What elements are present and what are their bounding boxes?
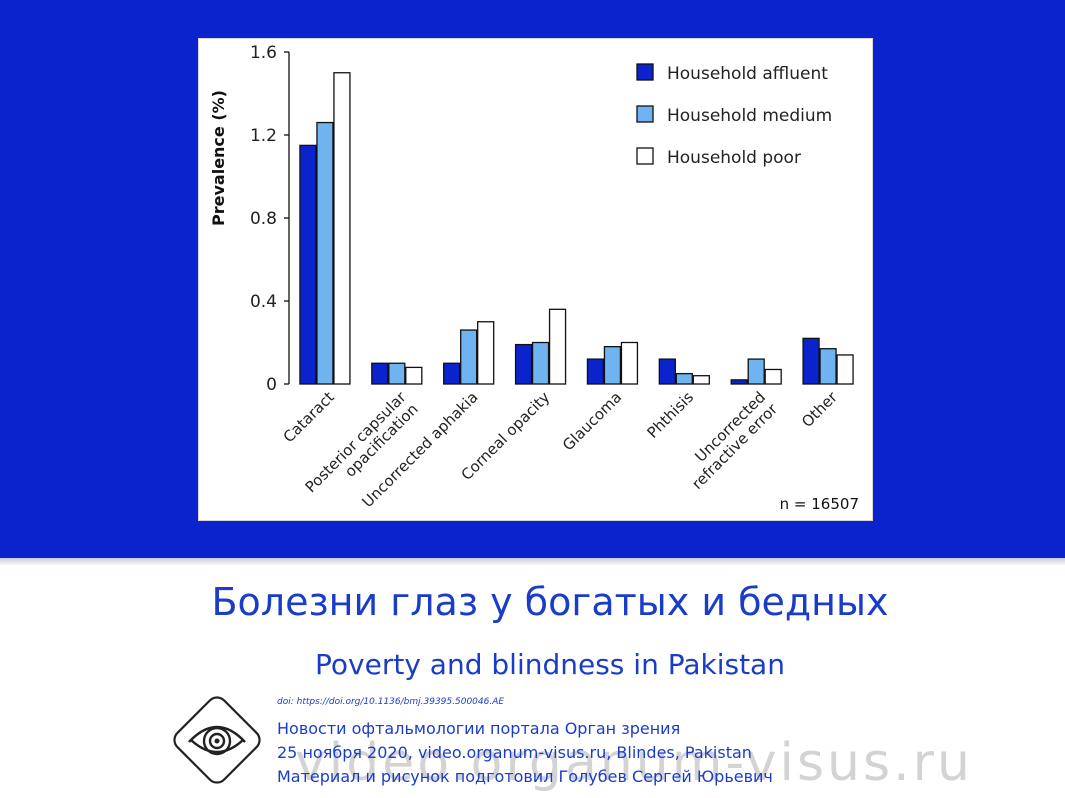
- bar: [460, 329, 478, 385]
- legend-swatch: [636, 147, 654, 165]
- x-tick-label-line: Other: [798, 388, 841, 431]
- bar: [747, 358, 765, 385]
- bar: [730, 379, 748, 385]
- bar: [819, 348, 837, 385]
- y-tick-label: 0.4: [250, 292, 277, 312]
- band-shadow: [0, 558, 1065, 566]
- bar: [443, 362, 461, 385]
- bar: [675, 372, 693, 385]
- legend-label: Household medium: [667, 106, 832, 126]
- bar: [477, 321, 495, 385]
- sample-size-note: n = 16507: [779, 495, 859, 513]
- bar: [333, 72, 351, 385]
- y-tick-label: 0.8: [250, 209, 277, 229]
- bar: [548, 308, 567, 385]
- bar: [316, 121, 334, 385]
- bar: [802, 337, 820, 385]
- bar: [514, 343, 533, 385]
- bar: [586, 358, 605, 385]
- bar: [603, 345, 622, 385]
- bar: [531, 341, 550, 385]
- x-tick-label: Cataract: [280, 388, 338, 446]
- credit-line-1: Новости офтальмологии портала Орган зрен…: [277, 719, 681, 738]
- slide-subtitle-english: Poverty and blindness in Pakistan: [315, 648, 785, 681]
- x-tick-label-line: Glaucoma: [559, 388, 625, 454]
- bar: [836, 354, 854, 385]
- y-axis-label: Prevalence (%): [209, 90, 228, 226]
- chart-panel: 0 0.4 0.8 1.2 1.6 Prevalence (%) Cataract Poste…: [198, 38, 873, 521]
- eye-logo-icon: [173, 696, 261, 784]
- watermark-text: video.organum-visus.ru: [295, 733, 973, 793]
- legend-swatch: [636, 63, 654, 81]
- legend-label: Household affluent: [667, 64, 828, 84]
- bar: [692, 375, 710, 385]
- legend-swatch: [636, 105, 654, 123]
- bar: [764, 368, 782, 385]
- legend-label: Household poor: [667, 148, 801, 168]
- y-tick-label: 1.2: [250, 126, 277, 146]
- bar: [299, 144, 317, 385]
- y-tick-label: 1.6: [250, 43, 277, 63]
- x-tick-label-line: Cataract: [280, 388, 338, 446]
- x-tick-label: Other: [798, 388, 841, 431]
- doi-reference: doi: https://doi.org/10.1136/bmj.39395.5…: [277, 697, 505, 707]
- bar: [658, 358, 676, 385]
- slide-title-russian: Болезни глаз у богатых и бедных: [211, 580, 889, 624]
- credit-line-2: 25 ноября 2020, video.organum-visus.ru, …: [277, 743, 752, 762]
- bar: [405, 366, 423, 385]
- x-tick-label: Glaucoma: [559, 388, 625, 454]
- y-tick-label: 0: [266, 375, 277, 395]
- bar: [388, 362, 406, 385]
- x-tick-label: Phthisis: [643, 388, 697, 442]
- bar: [620, 341, 639, 385]
- credit-line-3: Материал и рисунок подготовил Голубев Се…: [277, 767, 773, 786]
- bar: [371, 362, 389, 385]
- x-tick-label-line: Phthisis: [643, 388, 697, 442]
